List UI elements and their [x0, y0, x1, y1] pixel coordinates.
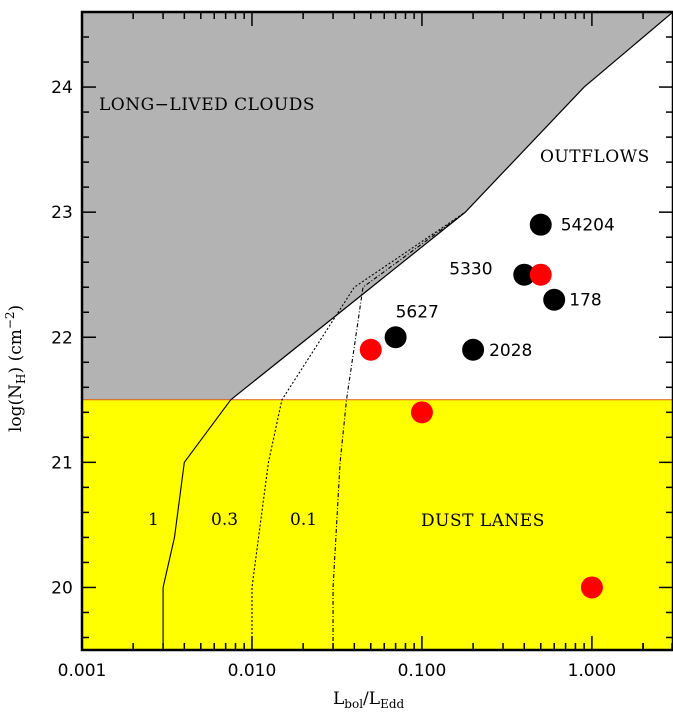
red-point-1	[359, 338, 382, 361]
red-point-0	[529, 263, 552, 286]
black-point-4	[462, 338, 485, 361]
x-axis-title: Lbol/LEdd	[333, 689, 405, 711]
plot-area	[82, 12, 673, 650]
dust-lanes-region	[82, 399, 673, 650]
plot-frame	[80, 10, 673, 652]
y-tick-label: 24	[51, 78, 73, 98]
y-tick-label: 20	[51, 578, 73, 598]
x-tick-label: 0.010	[228, 661, 277, 681]
eddington-curve-0.3	[251, 211, 466, 650]
y-tick-label: 23	[51, 203, 73, 223]
red-point-3	[580, 576, 603, 599]
x-tick-label: 0.001	[58, 661, 107, 681]
x-axis-ticks: 0.001 0.010 0.100 1.000	[58, 12, 673, 681]
point-label-5627: 5627	[396, 302, 439, 322]
point-label-178: 178	[569, 291, 601, 311]
x-tick-label: 0.100	[398, 661, 447, 681]
red-point-2	[410, 401, 433, 424]
y-tick-label: 21	[51, 453, 73, 473]
curve-label-0.3: 0.3	[211, 510, 238, 530]
y-axis-ticks: 20 21 22 23 24	[51, 36, 673, 639]
black-point-0	[529, 213, 552, 236]
long-lived-clouds-region	[82, 12, 673, 400]
eddington-curves	[162, 211, 466, 650]
point-label-2028: 2028	[489, 341, 532, 361]
eddington-curve-1	[162, 399, 232, 650]
point-label-54204: 54204	[561, 216, 615, 236]
x-tick-label: 1.000	[568, 661, 617, 681]
y-tick-label: 22	[51, 328, 73, 348]
curve-label-0.1: 0.1	[290, 510, 317, 530]
black-point-3	[384, 326, 407, 349]
region-label-dust-lanes: DUST LANES	[421, 511, 545, 531]
eddington-curve-0.1	[332, 211, 466, 650]
curve-label-1: 1	[148, 510, 159, 530]
region-label-long-lived-clouds: LONG−LIVED CLOUDS	[99, 95, 315, 115]
black-point-2	[543, 288, 566, 311]
y-axis-title: log(NH) (cm−2)	[3, 305, 28, 432]
point-label-5330: 5330	[449, 260, 492, 280]
gray-region-boundary-curve	[230, 12, 673, 401]
region-label-outflows: OUTFLOWS	[540, 147, 650, 167]
black-point-1	[513, 263, 536, 286]
data-points	[359, 213, 603, 599]
